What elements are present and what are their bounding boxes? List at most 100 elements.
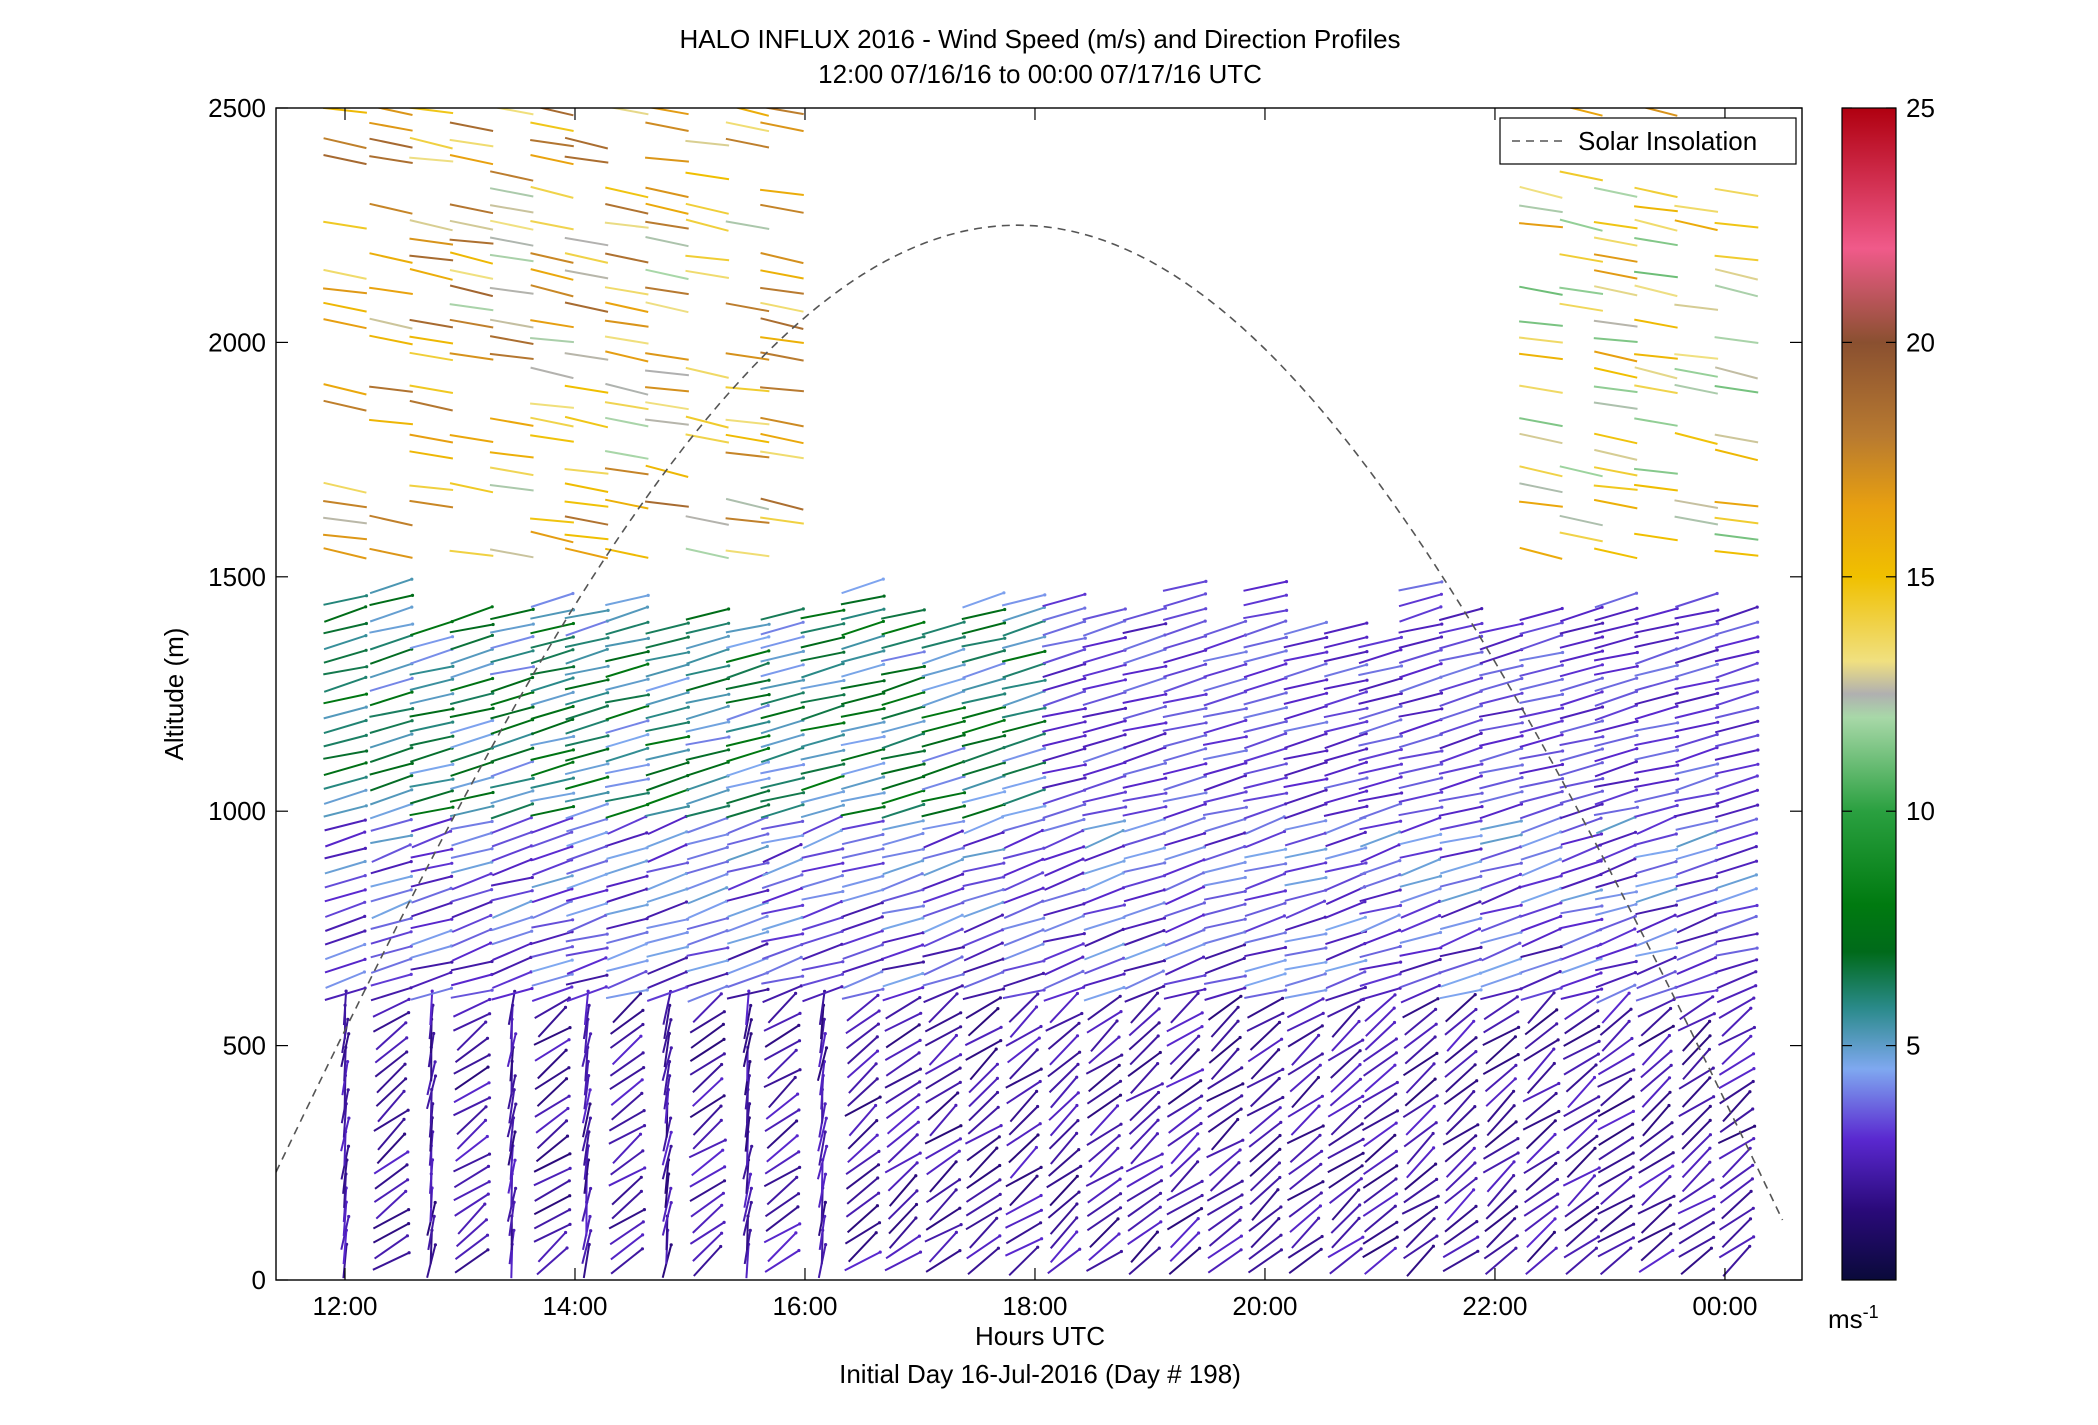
wind-vector-head [364, 648, 368, 652]
wind-vector-head [1200, 1179, 1204, 1183]
wind-vector [1634, 284, 1678, 298]
wind-vector [1204, 832, 1246, 847]
wind-vector [880, 749, 925, 760]
wind-vector [645, 749, 689, 761]
wind-vector-head [1432, 1217, 1436, 1221]
wind-vector [1519, 417, 1563, 428]
wind-vector-head [491, 676, 495, 681]
wind-vector [1595, 903, 1637, 916]
wind-vector [1594, 350, 1638, 363]
wind-vector-head [1244, 748, 1248, 753]
wind-vector-head [1241, 1082, 1245, 1086]
wind-vector [1559, 650, 1603, 663]
wind-vector-head [489, 941, 493, 945]
wind-vector-head [606, 790, 610, 795]
wind-vector [685, 736, 730, 746]
wind-vector [604, 286, 649, 296]
wind-vector-head [362, 970, 366, 974]
wind-vector-head [794, 1231, 798, 1235]
wind-vector [1123, 861, 1165, 873]
wind-vector [605, 650, 649, 663]
wind-vector-head [1554, 1246, 1558, 1250]
wind-vector-head [645, 831, 649, 835]
wind-vector [1715, 904, 1758, 915]
wind-vector-head [921, 904, 926, 908]
wind-vector-head [841, 733, 846, 737]
wind-vector [1246, 1096, 1284, 1117]
wind-vector [1444, 1036, 1477, 1064]
wind-vector-head [916, 1120, 920, 1124]
wind-vector-head [876, 1022, 881, 1026]
wind-vector [685, 622, 729, 635]
wind-vector [369, 514, 413, 527]
wind-vector-head [1363, 915, 1367, 919]
wind-vector-head [1041, 857, 1045, 861]
wind-vector [1130, 1062, 1159, 1094]
wind-vector [1565, 1247, 1598, 1276]
wind-vector-head [1122, 985, 1126, 990]
wind-vector-head [1363, 985, 1367, 990]
wind-vector-head [1039, 1221, 1043, 1225]
wind-vector-head [643, 1166, 647, 1170]
wind-vector [1043, 986, 1084, 1002]
wind-vector-head [1081, 871, 1085, 875]
wind-vector [1085, 1054, 1123, 1075]
wind-vector-head [487, 1096, 492, 1100]
wind-vector-head [1750, 1177, 1754, 1181]
wind-vector [583, 991, 590, 1026]
wind-vector [840, 735, 885, 747]
wind-vector-head [1358, 1104, 1362, 1108]
wind-vector [1480, 845, 1522, 861]
wind-vector [1084, 957, 1124, 975]
wind-vector-head [1635, 805, 1639, 809]
wind-vector [1086, 1250, 1122, 1272]
wind-vector-head [1078, 1050, 1082, 1054]
wind-vector-head [1555, 1022, 1559, 1026]
wind-vector [564, 384, 609, 394]
wind-vector [1202, 650, 1247, 663]
wind-vector-head [567, 1066, 571, 1070]
wind-vector-head [1280, 996, 1285, 1001]
wind-vector-head [1674, 903, 1678, 907]
wind-vector [1362, 1038, 1397, 1063]
wind-vector [761, 834, 803, 845]
wind-vector [1398, 763, 1442, 775]
wind-vector [1041, 707, 1086, 718]
wind-vector [841, 875, 884, 888]
wind-vector-head [410, 788, 414, 792]
wind-vector-head [1200, 1025, 1204, 1029]
wind-vector [605, 350, 649, 363]
wind-vector-head [1435, 1051, 1439, 1055]
wind-vector [1359, 987, 1401, 1001]
legend-label-solar-insolation: Solar Insolation [1578, 126, 1757, 156]
wind-vector [685, 608, 729, 621]
wind-vector-head [529, 899, 533, 904]
wind-vector [692, 993, 723, 1024]
wind-vector [1284, 889, 1326, 902]
wind-vector-head [1117, 1035, 1121, 1039]
wind-vector [840, 608, 885, 621]
wind-vector [761, 916, 803, 931]
wind-vector [1362, 1193, 1398, 1217]
wind-vector-head [1474, 1036, 1478, 1040]
wind-vector [606, 860, 648, 875]
wind-vector-head [1552, 1061, 1556, 1066]
wind-vector [1207, 1235, 1242, 1260]
wind-vector-head [489, 913, 493, 918]
wind-vector [1044, 872, 1084, 891]
wind-vector-head [1078, 1247, 1082, 1251]
wind-vector-head [748, 1228, 752, 1232]
wind-vector [1594, 448, 1638, 461]
wind-vector-head [1754, 914, 1758, 919]
wind-vector-head [1394, 1177, 1398, 1181]
wind-vector [1634, 764, 1678, 774]
wind-vector [1593, 806, 1638, 817]
wind-vector [370, 957, 412, 974]
wind-vector-head [961, 887, 965, 891]
wind-vector [606, 903, 648, 916]
wind-vector-head [1197, 1147, 1201, 1151]
wind-vector [1559, 735, 1603, 747]
wind-vector-head [642, 1208, 647, 1212]
wind-vector [1244, 989, 1286, 999]
wind-vector-head [801, 607, 805, 611]
